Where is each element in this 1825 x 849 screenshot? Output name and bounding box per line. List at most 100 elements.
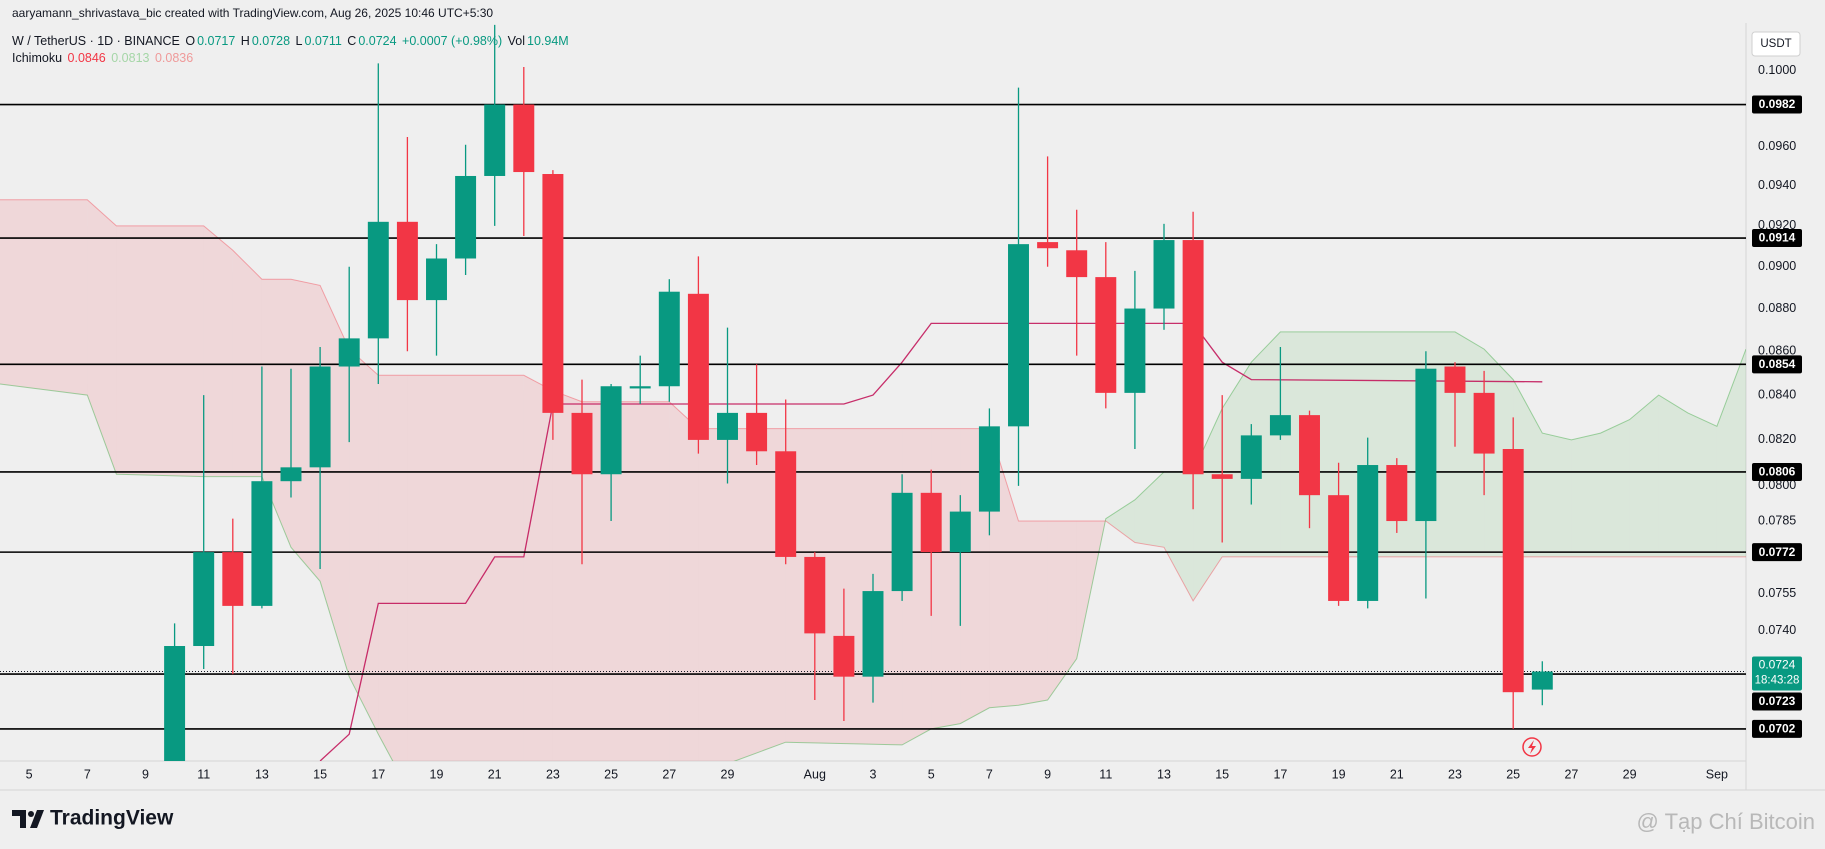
x-tick-label: 19 — [430, 767, 444, 781]
cloud-fill — [1164, 471, 1194, 601]
ohlc-value: 0.0724 — [358, 34, 397, 48]
cloud-fill — [378, 375, 408, 761]
x-tick-label: 29 — [721, 767, 735, 781]
volume: 10.94M — [527, 34, 569, 48]
candle-body — [1299, 415, 1320, 496]
level-label: 0.0772 — [1759, 545, 1796, 559]
logo-glyph-slash — [30, 810, 44, 828]
candle-body — [1357, 465, 1379, 601]
level-label: 0.0702 — [1759, 722, 1796, 736]
ohlc-value: 0.0711 — [304, 34, 342, 48]
candle-body — [717, 412, 738, 440]
cloud-fill — [291, 279, 321, 582]
x-tick-label: 9 — [1044, 767, 1051, 781]
y-tick-label: 0.0785 — [1758, 513, 1796, 527]
cloud-fill — [523, 375, 553, 761]
x-tick-label: 17 — [1273, 767, 1287, 781]
level-label-box — [1752, 719, 1802, 738]
candle-body — [804, 556, 826, 634]
candle-body — [338, 338, 360, 367]
cloud-fill — [349, 349, 379, 735]
ohlc-label: H — [240, 34, 250, 48]
y-tick-label: 0.0860 — [1758, 344, 1796, 358]
candle-body — [455, 175, 477, 259]
y-tick-label: 0.0820 — [1758, 432, 1796, 446]
cloud-fill — [552, 390, 582, 761]
candle-body — [687, 293, 709, 440]
y-tick-label: 0.0800 — [1758, 478, 1796, 492]
cloud-fill — [407, 375, 524, 761]
indicator-name[interactable]: Ichimoku — [12, 51, 63, 65]
level-label-box — [1752, 95, 1802, 114]
current-price-box — [1752, 656, 1802, 691]
level-label-box — [1752, 355, 1802, 374]
level-label-box — [1752, 462, 1802, 481]
x-tick-label: 25 — [604, 767, 618, 781]
candle-body — [193, 552, 215, 647]
x-tick-label: 13 — [255, 767, 269, 781]
indicator-value: 0.0836 — [154, 51, 194, 65]
cloud-fill — [1542, 433, 1572, 557]
volume-label: Vol — [507, 34, 525, 48]
candle-body — [1444, 366, 1466, 393]
x-tick-label: 15 — [1215, 767, 1229, 781]
candle-body — [949, 511, 971, 553]
x-tick-label: 23 — [1448, 767, 1462, 781]
candle-body — [1211, 474, 1233, 479]
x-tick-label: 21 — [488, 767, 502, 781]
candle-body — [1182, 240, 1204, 475]
candle-body — [309, 366, 331, 468]
cloud-fill — [582, 401, 670, 761]
y-tick-label: 0.0740 — [1758, 623, 1796, 637]
alert-icon[interactable] — [1522, 737, 1542, 757]
cloud-fill — [1134, 471, 1164, 548]
candle-body — [1037, 242, 1059, 249]
candle-body — [1269, 415, 1291, 436]
watermark: @ Tạp Chí Bitcoin — [1637, 809, 1815, 834]
candle-body — [571, 412, 593, 475]
candle-body — [891, 492, 913, 592]
level-label: 0.0806 — [1759, 465, 1796, 479]
x-tick-label: 27 — [662, 767, 676, 781]
alert-bolt[interactable] — [1528, 740, 1536, 754]
y-tick-label: 0.0840 — [1758, 387, 1796, 401]
y-tick-label: 0.0960 — [1758, 139, 1796, 153]
cloud-fill — [1600, 419, 1630, 557]
cloud-fill — [1687, 412, 1717, 557]
ohlc-value: 0.0717 — [197, 34, 236, 48]
candle-body — [775, 451, 797, 557]
currency-box[interactable] — [1751, 31, 1801, 57]
countdown: 18:43:28 — [1755, 675, 1800, 687]
indicator-value: 0.0846 — [67, 51, 106, 65]
y-tick-label: 0.0880 — [1758, 301, 1796, 315]
cloud-fill — [1105, 499, 1135, 543]
x-tick-label: 23 — [546, 767, 560, 781]
x-tick-label: 21 — [1390, 767, 1404, 781]
ohlc-value: 0.0728 — [251, 34, 291, 48]
symbol[interactable]: W / TetherUS · 1D · BINANCE — [12, 34, 180, 48]
legend-row: W / TetherUS · 1D · BINANCE O 0.0717 H 0.0… — [12, 34, 571, 48]
x-tick-label: 17 — [371, 767, 385, 781]
x-tick-label: 19 — [1332, 767, 1346, 781]
currency[interactable]: USDT — [1760, 38, 1791, 50]
ohlc-label: L — [295, 34, 303, 48]
x-tick-label: 29 — [1623, 767, 1637, 781]
candle-body — [222, 552, 244, 606]
level-label: 0.0723 — [1759, 694, 1796, 708]
y-tick-label: 0.1000 — [1758, 63, 1796, 77]
candle-body — [396, 221, 418, 301]
candle-body — [251, 481, 273, 606]
candle-body — [1008, 244, 1029, 427]
level-label-box — [1752, 692, 1802, 711]
candle-body — [513, 104, 535, 173]
alert-circle[interactable] — [1522, 737, 1542, 757]
candle-body — [280, 467, 302, 482]
x-tick-label: Aug — [804, 767, 826, 781]
candle-body — [746, 412, 768, 452]
cloud-fill — [1571, 433, 1601, 557]
base-line — [319, 322, 1543, 761]
tradingview-logo: TradingView — [12, 807, 174, 830]
cloud-fill — [1658, 395, 1688, 557]
cloud-fill — [116, 225, 204, 477]
